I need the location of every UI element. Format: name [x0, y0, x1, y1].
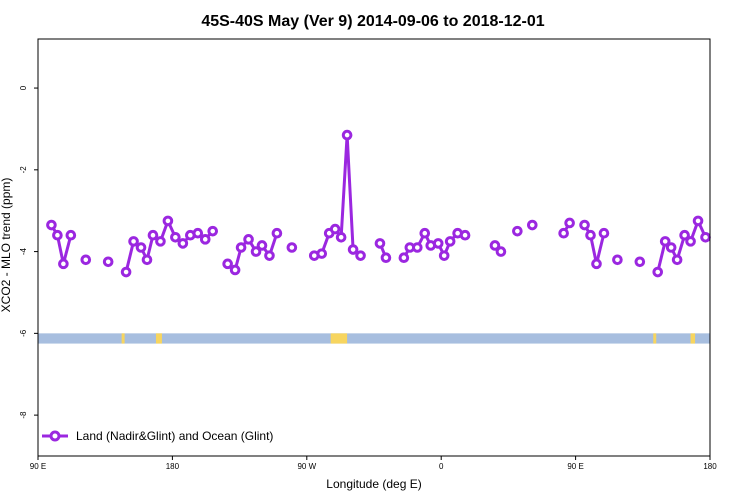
- y-tick-label: -6: [19, 329, 28, 337]
- legend: Land (Nadir&Glint) and Ocean (Glint): [42, 429, 273, 443]
- legend-marker: [49, 430, 61, 442]
- legend-entry: Land (Nadir&Glint) and Ocean (Glint): [76, 429, 273, 443]
- x-tick-label: 90 E: [30, 462, 46, 471]
- data-point: [671, 254, 683, 266]
- data-point: [46, 219, 57, 231]
- data-point: [489, 240, 501, 251]
- data-point: [80, 254, 92, 266]
- data-point: [659, 236, 671, 247]
- series-layer: [46, 129, 711, 278]
- data-point: [700, 231, 711, 243]
- data-point: [120, 266, 132, 278]
- data-point: [256, 240, 268, 251]
- data-point: [286, 242, 298, 253]
- surface-band: [38, 333, 710, 344]
- data-point: [579, 219, 590, 231]
- data-point: [459, 229, 471, 241]
- data-point: [558, 227, 569, 239]
- land-patch: [690, 333, 696, 344]
- data-point: [329, 223, 341, 235]
- data-point: [199, 234, 211, 245]
- data-point: [380, 252, 392, 264]
- data-point: [170, 231, 181, 243]
- data-point: [355, 250, 366, 261]
- x-tick-label: 90 E: [567, 462, 583, 471]
- data-point: [335, 231, 347, 243]
- data-point: [652, 266, 664, 278]
- data-point: [177, 238, 189, 249]
- data-point: [147, 229, 159, 241]
- data-point: [438, 250, 450, 261]
- land-patch: [653, 333, 657, 344]
- series-segment: [345, 133, 355, 252]
- x-tick-label: 180: [166, 462, 180, 471]
- y-tick-label: -2: [19, 166, 28, 174]
- data-point: [612, 254, 623, 266]
- data-point: [526, 219, 538, 231]
- data-point: [128, 236, 139, 247]
- data-point: [444, 236, 456, 247]
- data-point: [135, 242, 147, 253]
- chart-title: 45S-40S May (Ver 9) 2014-09-06 to 2018-1…: [201, 13, 544, 30]
- data-point: [52, 229, 63, 241]
- y-axis: 0 -2 -4 -6 -8: [19, 85, 38, 419]
- data-point: [155, 236, 166, 247]
- data-point: [235, 242, 247, 253]
- y-tick-label: -4: [19, 247, 28, 255]
- data-point: [316, 248, 328, 259]
- data-point: [374, 238, 386, 249]
- land-patch: [155, 333, 162, 344]
- data-point: [162, 215, 174, 227]
- data-point: [598, 227, 610, 239]
- data-point: [564, 217, 575, 229]
- x-tick-label: 0: [439, 462, 444, 471]
- data-point: [192, 227, 204, 239]
- data-point: [412, 242, 423, 253]
- data-point: [58, 258, 69, 270]
- x-tick-label: 90 W: [297, 462, 316, 471]
- data-point: [398, 252, 410, 264]
- x-tick-label: 180: [703, 462, 717, 471]
- data-point: [347, 244, 359, 255]
- data-point: [665, 242, 677, 253]
- data-point: [419, 227, 431, 239]
- plot-frame: [37, 38, 711, 457]
- data-point: [585, 229, 596, 241]
- data-point: [264, 250, 275, 261]
- data-point: [634, 256, 646, 268]
- ocean-band: [38, 333, 710, 344]
- data-point: [341, 129, 353, 141]
- data-point: [222, 258, 233, 270]
- data-point: [685, 236, 696, 247]
- x-axis-label: Longitude (deg E): [326, 477, 421, 491]
- data-point: [495, 246, 507, 257]
- data-point: [512, 225, 523, 237]
- data-point: [679, 229, 690, 241]
- land-patch: [330, 333, 348, 344]
- data-point: [102, 256, 114, 268]
- land-patch: [121, 333, 125, 344]
- y-tick-label: 0: [19, 85, 28, 90]
- data-point: [591, 258, 602, 270]
- data-point: [229, 264, 241, 276]
- x-axis: 90 E 180 90 W 0 90 E 180: [30, 456, 717, 471]
- data-point: [432, 238, 444, 249]
- data-point: [141, 254, 153, 266]
- series-segment: [339, 133, 349, 239]
- data-point: [243, 234, 254, 245]
- data-point: [271, 227, 283, 239]
- y-tick-label: -8: [19, 411, 28, 419]
- y-axis-label: XCO2 - MLO trend (ppm): [0, 178, 13, 313]
- data-point: [207, 225, 219, 237]
- data-point: [65, 229, 77, 241]
- data-point: [250, 246, 262, 257]
- data-point: [692, 215, 704, 227]
